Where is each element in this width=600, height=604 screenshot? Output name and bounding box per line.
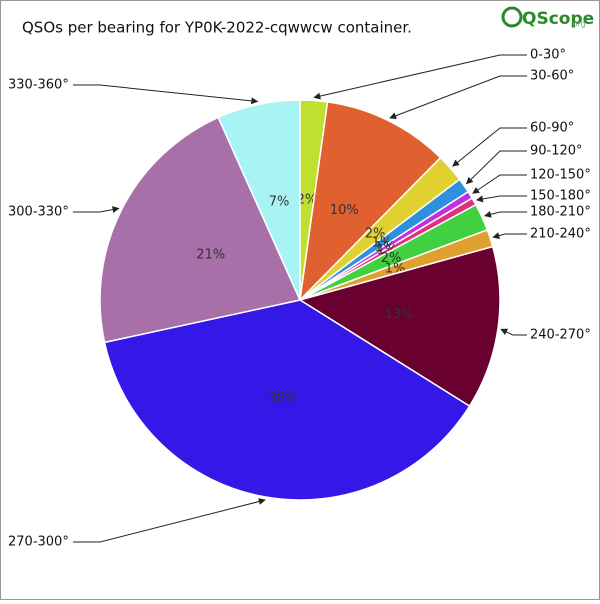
category-label: 90-120° <box>530 144 583 159</box>
value-label: 38% <box>268 391 297 406</box>
category-label: 30-60° <box>530 69 574 84</box>
category-label: 300-330° <box>8 205 69 220</box>
category-label: 270-300° <box>8 535 69 550</box>
leader-line <box>500 328 527 336</box>
category-label: 0-30° <box>530 48 566 63</box>
category-label: 150-180° <box>530 189 591 204</box>
category-label: 120-150° <box>530 168 591 183</box>
pie-slice <box>298 245 501 408</box>
leader-line <box>484 210 527 218</box>
value-label: 21% <box>196 247 225 262</box>
chart-title: QSOs per bearing for YP0K-2022-cqwwcw co… <box>22 19 412 37</box>
logo-icon <box>501 6 523 28</box>
pie-slice <box>103 299 471 501</box>
leader-line <box>492 232 527 239</box>
leader-line <box>452 127 527 167</box>
logo-text: QScope <box>522 9 594 29</box>
value-label: 2% <box>381 251 402 266</box>
value-label: 2% <box>297 193 318 208</box>
pie-slice <box>217 99 301 301</box>
value-label: 2% <box>365 227 386 242</box>
leader-line <box>73 206 120 214</box>
leader-line <box>73 84 259 105</box>
pie-slice <box>99 116 302 344</box>
pie-slice <box>298 101 442 303</box>
category-label: 240-270° <box>530 328 591 343</box>
logo-suffix: .org <box>570 20 586 29</box>
leader-line <box>313 54 527 100</box>
leader-line <box>389 75 527 120</box>
leader-line <box>73 498 266 543</box>
value-label: 7% <box>269 195 290 210</box>
leader-line <box>475 195 527 203</box>
category-label: 330-360° <box>8 78 69 93</box>
value-label: 13% <box>385 307 414 322</box>
category-label: 210-240° <box>530 227 591 242</box>
logo: QScope .org <box>501 6 594 29</box>
leader-line <box>472 174 527 194</box>
value-label: 10% <box>330 203 359 218</box>
category-label: 180-210° <box>530 205 591 220</box>
category-label: 60-90° <box>530 121 574 136</box>
leader-line <box>465 150 527 185</box>
